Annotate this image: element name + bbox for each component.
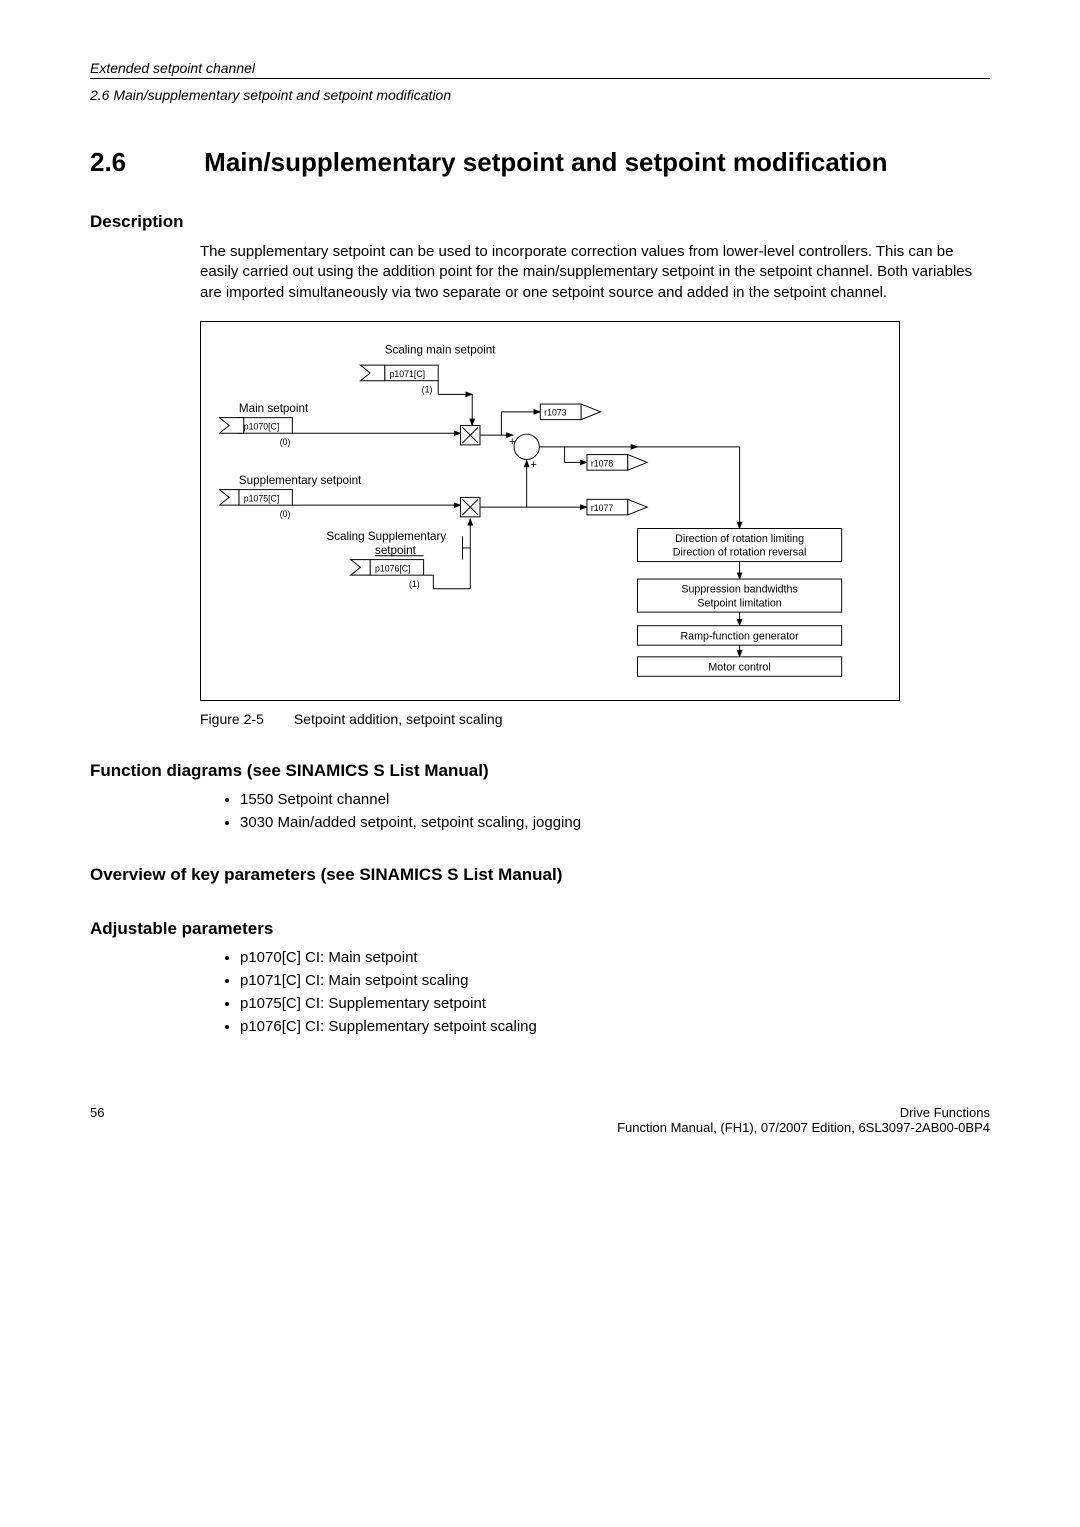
list-item: p1070[C] CI: Main setpoint (240, 949, 990, 966)
header-rule (90, 78, 990, 79)
adjustable-head: Adjustable parameters (90, 919, 990, 939)
label-one-a: (1) (422, 384, 433, 394)
label-box4: Motor control (708, 661, 770, 673)
label-scaling-supp-l1: Scaling Supplementary (326, 530, 446, 543)
figure-caption: Figure 2-5 Setpoint addition, setpoint s… (200, 711, 990, 727)
overview-head: Overview of key parameters (see SINAMICS… (90, 865, 990, 885)
label-one-b: (1) (409, 579, 420, 589)
label-main-setpoint: Main setpoint (239, 402, 309, 415)
arrow-r1073 (581, 404, 600, 420)
list-item: 1550 Setpoint channel (240, 791, 990, 808)
label-p1075: p1075[C] (244, 493, 280, 503)
func-diagrams-list: 1550 Setpoint channel 3030 Main/added se… (240, 791, 990, 831)
label-p1071: p1071[C] (390, 369, 426, 379)
list-item: p1075[C] CI: Supplementary setpoint (240, 995, 990, 1012)
label-box1-l1: Direction of rotation limiting (675, 533, 804, 545)
page-header: Extended setpoint channel 2.6 Main/suppl… (90, 60, 990, 103)
connector-p1071 (360, 365, 384, 381)
label-box3: Ramp-function generator (680, 630, 799, 642)
label-box2-l1: Suppression bandwidths (681, 583, 797, 595)
summing-junction (514, 434, 539, 459)
section-heading: 2.6 Main/supplementary setpoint and setp… (90, 147, 990, 178)
section-number: 2.6 (90, 147, 200, 178)
connector-p1070 (219, 417, 243, 433)
figure-diagram: Scaling main setpoint p1071[C] (1) Main … (200, 321, 900, 701)
connector-p1075 (219, 489, 238, 505)
label-plus2: + (531, 459, 537, 471)
label-box2-l2: Setpoint limitation (697, 597, 781, 609)
label-r1078: r1078 (591, 458, 614, 468)
label-p1076: p1076[C] (375, 563, 411, 573)
list-item: p1076[C] CI: Supplementary setpoint scal… (240, 1018, 990, 1035)
adjustable-list: p1070[C] CI: Main setpoint p1071[C] CI: … (240, 949, 990, 1035)
footer-right: Drive Functions Function Manual, (FH1), … (617, 1105, 990, 1135)
label-box1-l2: Direction of rotation reversal (673, 546, 807, 558)
func-diagrams-head: Function diagrams (see SINAMICS S List M… (90, 761, 990, 781)
label-scaling-main: Scaling main setpoint (385, 343, 497, 356)
arrow-r1077 (628, 499, 647, 515)
connector-p1076 (351, 559, 370, 575)
label-r1073: r1073 (544, 407, 567, 417)
description-body: The supplementary setpoint can be used t… (200, 242, 990, 303)
header-book-title: Extended setpoint channel (90, 60, 990, 76)
footer-page-number: 56 (90, 1105, 104, 1135)
label-p1070: p1070[C] (244, 421, 280, 431)
label-zero-b: (0) (280, 509, 291, 519)
list-item: p1071[C] CI: Main setpoint scaling (240, 972, 990, 989)
label-scaling-supp-l2: setpoint (375, 544, 417, 557)
figure-caption-text: Setpoint addition, setpoint scaling (294, 711, 503, 727)
label-r1077: r1077 (591, 503, 614, 513)
section-title: Main/supplementary setpoint and setpoint… (204, 147, 887, 178)
header-section-path: 2.6 Main/supplementary setpoint and setp… (90, 87, 990, 103)
label-plus1: + (509, 436, 515, 448)
setpoint-diagram-svg: Scaling main setpoint p1071[C] (1) Main … (219, 336, 881, 686)
footer-right-l2: Function Manual, (FH1), 07/2007 Edition,… (617, 1120, 990, 1135)
label-zero-a: (0) (280, 437, 291, 447)
page-footer: 56 Drive Functions Function Manual, (FH1… (90, 1105, 990, 1135)
arrow-r1078 (628, 454, 647, 470)
figure-caption-prefix: Figure 2-5 (200, 711, 290, 727)
list-item: 3030 Main/added setpoint, setpoint scali… (240, 814, 990, 831)
footer-right-l1: Drive Functions (617, 1105, 990, 1120)
description-heading: Description (90, 212, 990, 232)
label-supp-setpoint: Supplementary setpoint (239, 474, 362, 487)
